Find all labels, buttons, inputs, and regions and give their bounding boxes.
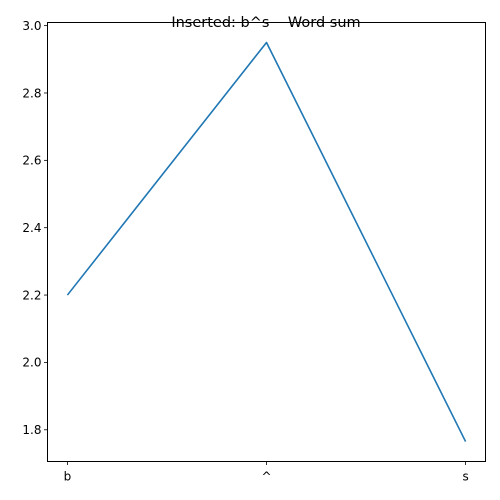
y-tick-label: 2.6 xyxy=(22,154,41,168)
plot-area-frame xyxy=(47,22,486,462)
x-tick-label: b xyxy=(64,470,72,484)
y-tick-label: 2.0 xyxy=(22,356,41,370)
y-tick-label: 2.2 xyxy=(22,288,41,302)
x-tick-label: s xyxy=(462,470,468,484)
y-tick-label: 3.0 xyxy=(22,19,41,33)
y-tick-label: 2.4 xyxy=(22,221,41,235)
x-tick-label: ^ xyxy=(261,470,271,484)
y-tick-label: 1.8 xyxy=(22,423,41,437)
y-tick-label: 2.8 xyxy=(22,86,41,100)
y-axis: 1.8 2.0 2.2 2.4 2.6 2.8 3.0 xyxy=(22,19,48,437)
series-layer xyxy=(66,41,467,442)
x-axis: b ^ s xyxy=(64,461,469,484)
